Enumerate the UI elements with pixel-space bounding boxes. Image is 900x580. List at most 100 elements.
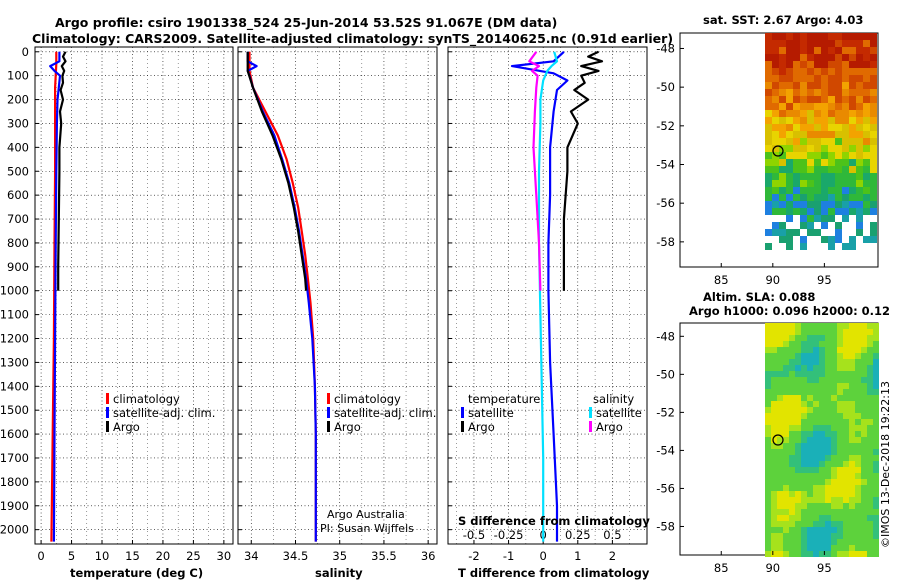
sla-cell — [783, 455, 789, 461]
sla-cell — [777, 461, 783, 467]
sla-cell — [855, 479, 861, 485]
sla-cell — [765, 395, 771, 401]
sla-cell — [807, 551, 813, 557]
sla-cell — [867, 335, 873, 341]
depth-tick-label: 1800 — [0, 475, 29, 489]
sst-cell — [772, 68, 779, 75]
sst-cell — [793, 201, 800, 208]
sla-cell — [855, 527, 861, 533]
sla-cell — [807, 461, 813, 467]
sla-cell — [801, 551, 807, 557]
sst-cell — [856, 54, 863, 61]
sst-cell — [786, 103, 793, 110]
sla-cell — [789, 479, 795, 485]
sst-cell — [807, 166, 814, 173]
sla-cell — [855, 353, 861, 359]
sla-cell — [771, 521, 777, 527]
sla-cell — [765, 419, 771, 425]
sst-cell — [828, 145, 835, 152]
sst-cell — [786, 96, 793, 103]
sst-cell — [828, 68, 835, 75]
sla-cell — [843, 401, 849, 407]
sla-cell — [867, 401, 873, 407]
sla-cell — [867, 527, 873, 533]
sst-cell — [800, 117, 807, 124]
sst-cell — [772, 89, 779, 96]
sla-cell — [813, 353, 819, 359]
sla-cell — [807, 407, 813, 413]
t-difference-x-ticks: -2 -1 0 1 2 — [468, 549, 616, 563]
map-lat-label: -56 — [656, 481, 675, 495]
sla-cell — [819, 551, 825, 557]
x-tick-label: 35.5 — [371, 549, 397, 563]
sla-cell — [771, 497, 777, 503]
sla-cell — [861, 533, 867, 539]
temperature-grid — [35, 47, 233, 544]
sla-cell — [849, 371, 855, 377]
map-lon-label: 95 — [817, 561, 832, 575]
sst-cell — [765, 145, 772, 152]
temperature-legend: climatology satellite-adj. clim. Argo — [106, 392, 215, 434]
sla-cell — [801, 401, 807, 407]
sla-cell — [765, 551, 771, 557]
sst-cell — [849, 124, 856, 131]
sla-cell — [837, 485, 843, 491]
salinity-series — [246, 51, 317, 542]
sst-cell — [835, 110, 842, 117]
sla-cell — [861, 359, 867, 365]
sla-cell — [849, 479, 855, 485]
sla-cell — [783, 491, 789, 497]
sla-cell — [795, 503, 801, 509]
sla-cell — [873, 341, 879, 347]
sla-cell — [807, 485, 813, 491]
sla-cell — [777, 323, 783, 329]
sla-cell — [783, 443, 789, 449]
sla-cell — [861, 353, 867, 359]
sla-cell — [807, 353, 813, 359]
sla-cell — [849, 359, 855, 365]
sst-cell — [821, 40, 828, 47]
sst-cell — [856, 187, 863, 194]
sla-cell — [807, 473, 813, 479]
sst-cell — [772, 173, 779, 180]
sst-cell — [779, 159, 786, 166]
sla-cell — [843, 509, 849, 515]
sla-cell — [777, 359, 783, 365]
sst-cell — [842, 159, 849, 166]
sst-cell — [786, 243, 793, 250]
sla-cell — [825, 365, 831, 371]
sst-cell — [772, 124, 779, 131]
legend-swatch-salinity-argo — [589, 421, 592, 432]
sla-cell — [771, 479, 777, 485]
sst-cell — [856, 180, 863, 187]
sla-cell — [801, 329, 807, 335]
sla-cell — [867, 329, 873, 335]
sla-cell — [801, 323, 807, 329]
sla-cell — [807, 389, 813, 395]
sst-cell — [786, 138, 793, 145]
sst-cell — [828, 243, 835, 250]
sst-cell — [814, 215, 821, 222]
sst-cell — [856, 61, 863, 68]
sla-cell — [795, 425, 801, 431]
sla-cell — [813, 389, 819, 395]
sla-cell — [807, 539, 813, 545]
sla-cell — [795, 485, 801, 491]
sla-cell — [831, 371, 837, 377]
sst-cell — [765, 194, 772, 201]
sst-cell — [863, 33, 870, 40]
sla-cell — [777, 335, 783, 341]
sst-cell — [842, 138, 849, 145]
sla-cell — [783, 479, 789, 485]
sst-cell — [870, 173, 877, 180]
sst-cell — [807, 33, 814, 40]
sla-cell — [819, 383, 825, 389]
sla-cell — [777, 449, 783, 455]
sst-cell — [821, 222, 828, 229]
x-tick-label: 15 — [125, 549, 140, 563]
sst-cell — [814, 110, 821, 117]
sla-cell — [795, 539, 801, 545]
sst-cell — [870, 103, 877, 110]
sst-cell — [863, 103, 870, 110]
sla-cell — [861, 377, 867, 383]
